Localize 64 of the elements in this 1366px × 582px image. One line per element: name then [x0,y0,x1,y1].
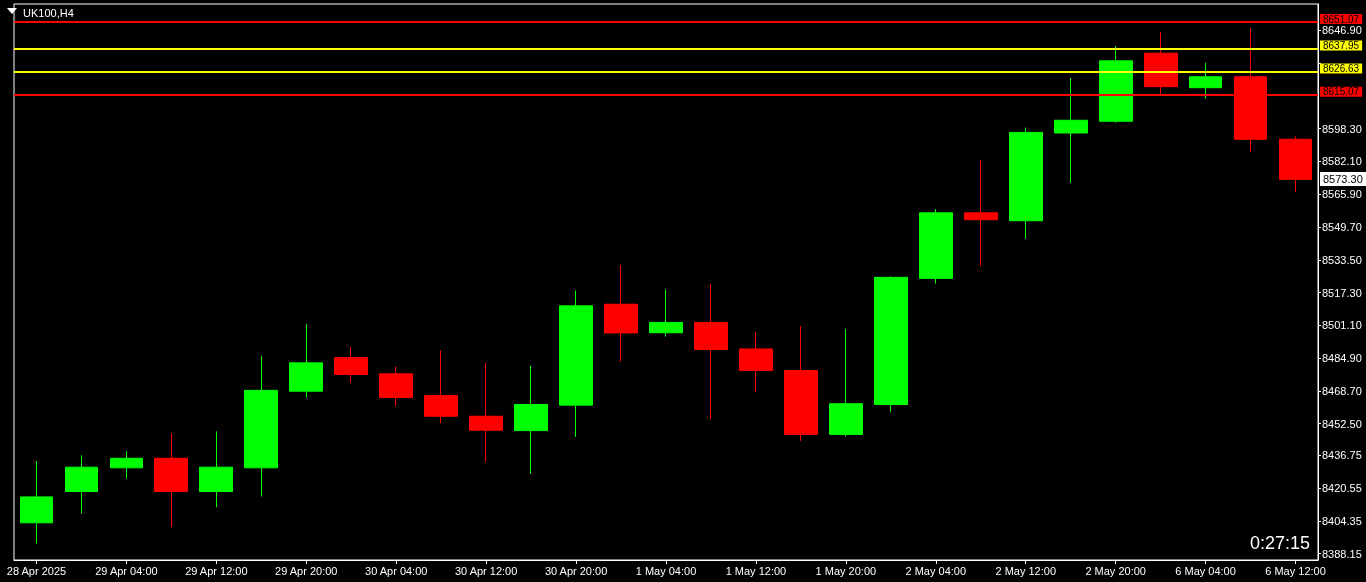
candlestick [424,350,458,424]
y-tick-label: 8484.90 [1322,352,1362,365]
ref-line-label: 8651.07 [1323,13,1360,25]
candlestick [649,288,683,338]
x-tick-label: 1 May 12:00 [725,564,787,577]
candlestick [1099,45,1133,124]
y-tick-label: 8501.10 [1322,319,1362,332]
candlestick [829,328,863,437]
y-tick-label: 8598.30 [1322,122,1362,135]
candlestick [20,460,53,545]
y-tick-label: 8436.75 [1322,449,1362,462]
y-tick-label: 8388.15 [1322,547,1362,560]
candlestick [199,430,233,508]
ref-line-label: 8637.95 [1323,40,1360,52]
x-tick-label: 2 May 20:00 [1085,564,1146,577]
candlestick [559,289,593,438]
candlestick [469,362,503,463]
ref-line-label: 8615.07 [1323,86,1360,98]
candlestick [244,355,278,498]
x-tick-label: 6 May 04:00 [1175,564,1236,577]
y-tick-label: 8452.50 [1322,417,1362,430]
x-tick-label: 30 Apr 12:00 [454,564,518,577]
candlestick [110,450,143,480]
x-tick-label: 2 May 04:00 [905,564,967,577]
x-tick-label: 29 Apr 04:00 [95,564,158,577]
y-tick-label: 8565.90 [1322,188,1362,201]
y-tick-label: 8582.10 [1322,155,1362,168]
candlestick [1189,62,1222,100]
y-tick-label: 8404.35 [1322,514,1362,527]
candlestick [1054,77,1088,184]
x-tick-label: 6 May 12:00 [1265,564,1326,577]
candlestick [1279,135,1312,193]
x-tick-label: 2 May 12:00 [995,564,1056,577]
candlestick [1009,127,1043,240]
y-tick-label: 8533.50 [1322,253,1362,266]
x-tick-label: 28 Apr 2025 [6,564,67,577]
x-tick-label: 29 Apr 12:00 [185,564,248,577]
x-tick-label: 1 May 04:00 [635,564,697,577]
candlestick [65,454,98,514]
annotation: 0:27:15 [1249,533,1310,554]
y-tick-label: 8646.90 [1322,24,1362,37]
y-tick-label: 8517.30 [1322,286,1362,299]
y-tick-label: 8420.55 [1322,482,1362,495]
candlestick [154,432,188,528]
candlestick [334,346,368,384]
candlestick [694,283,728,420]
x-tick-label: 30 Apr 04:00 [365,564,428,577]
candlestick [289,323,323,398]
candlestick [604,264,638,363]
chart-title: UK100,H4 [23,6,74,19]
candlestick [919,208,953,285]
x-tick-label: 29 Apr 20:00 [275,564,338,577]
candlestick [379,366,413,407]
candlestick [739,331,773,393]
y-tick-label: 8549.70 [1322,221,1362,234]
x-tick-label: 30 Apr 20:00 [544,564,608,577]
ref-line-label: 8626.63 [1323,62,1360,74]
candlestick [874,276,908,413]
candlestick [514,365,548,475]
x-tick-label: 1 May 20:00 [815,564,877,577]
y-tick-label: 8468.70 [1322,384,1362,397]
candlestick [784,325,818,442]
text: 8573.30 [1320,172,1366,187]
candlestick [964,159,998,267]
